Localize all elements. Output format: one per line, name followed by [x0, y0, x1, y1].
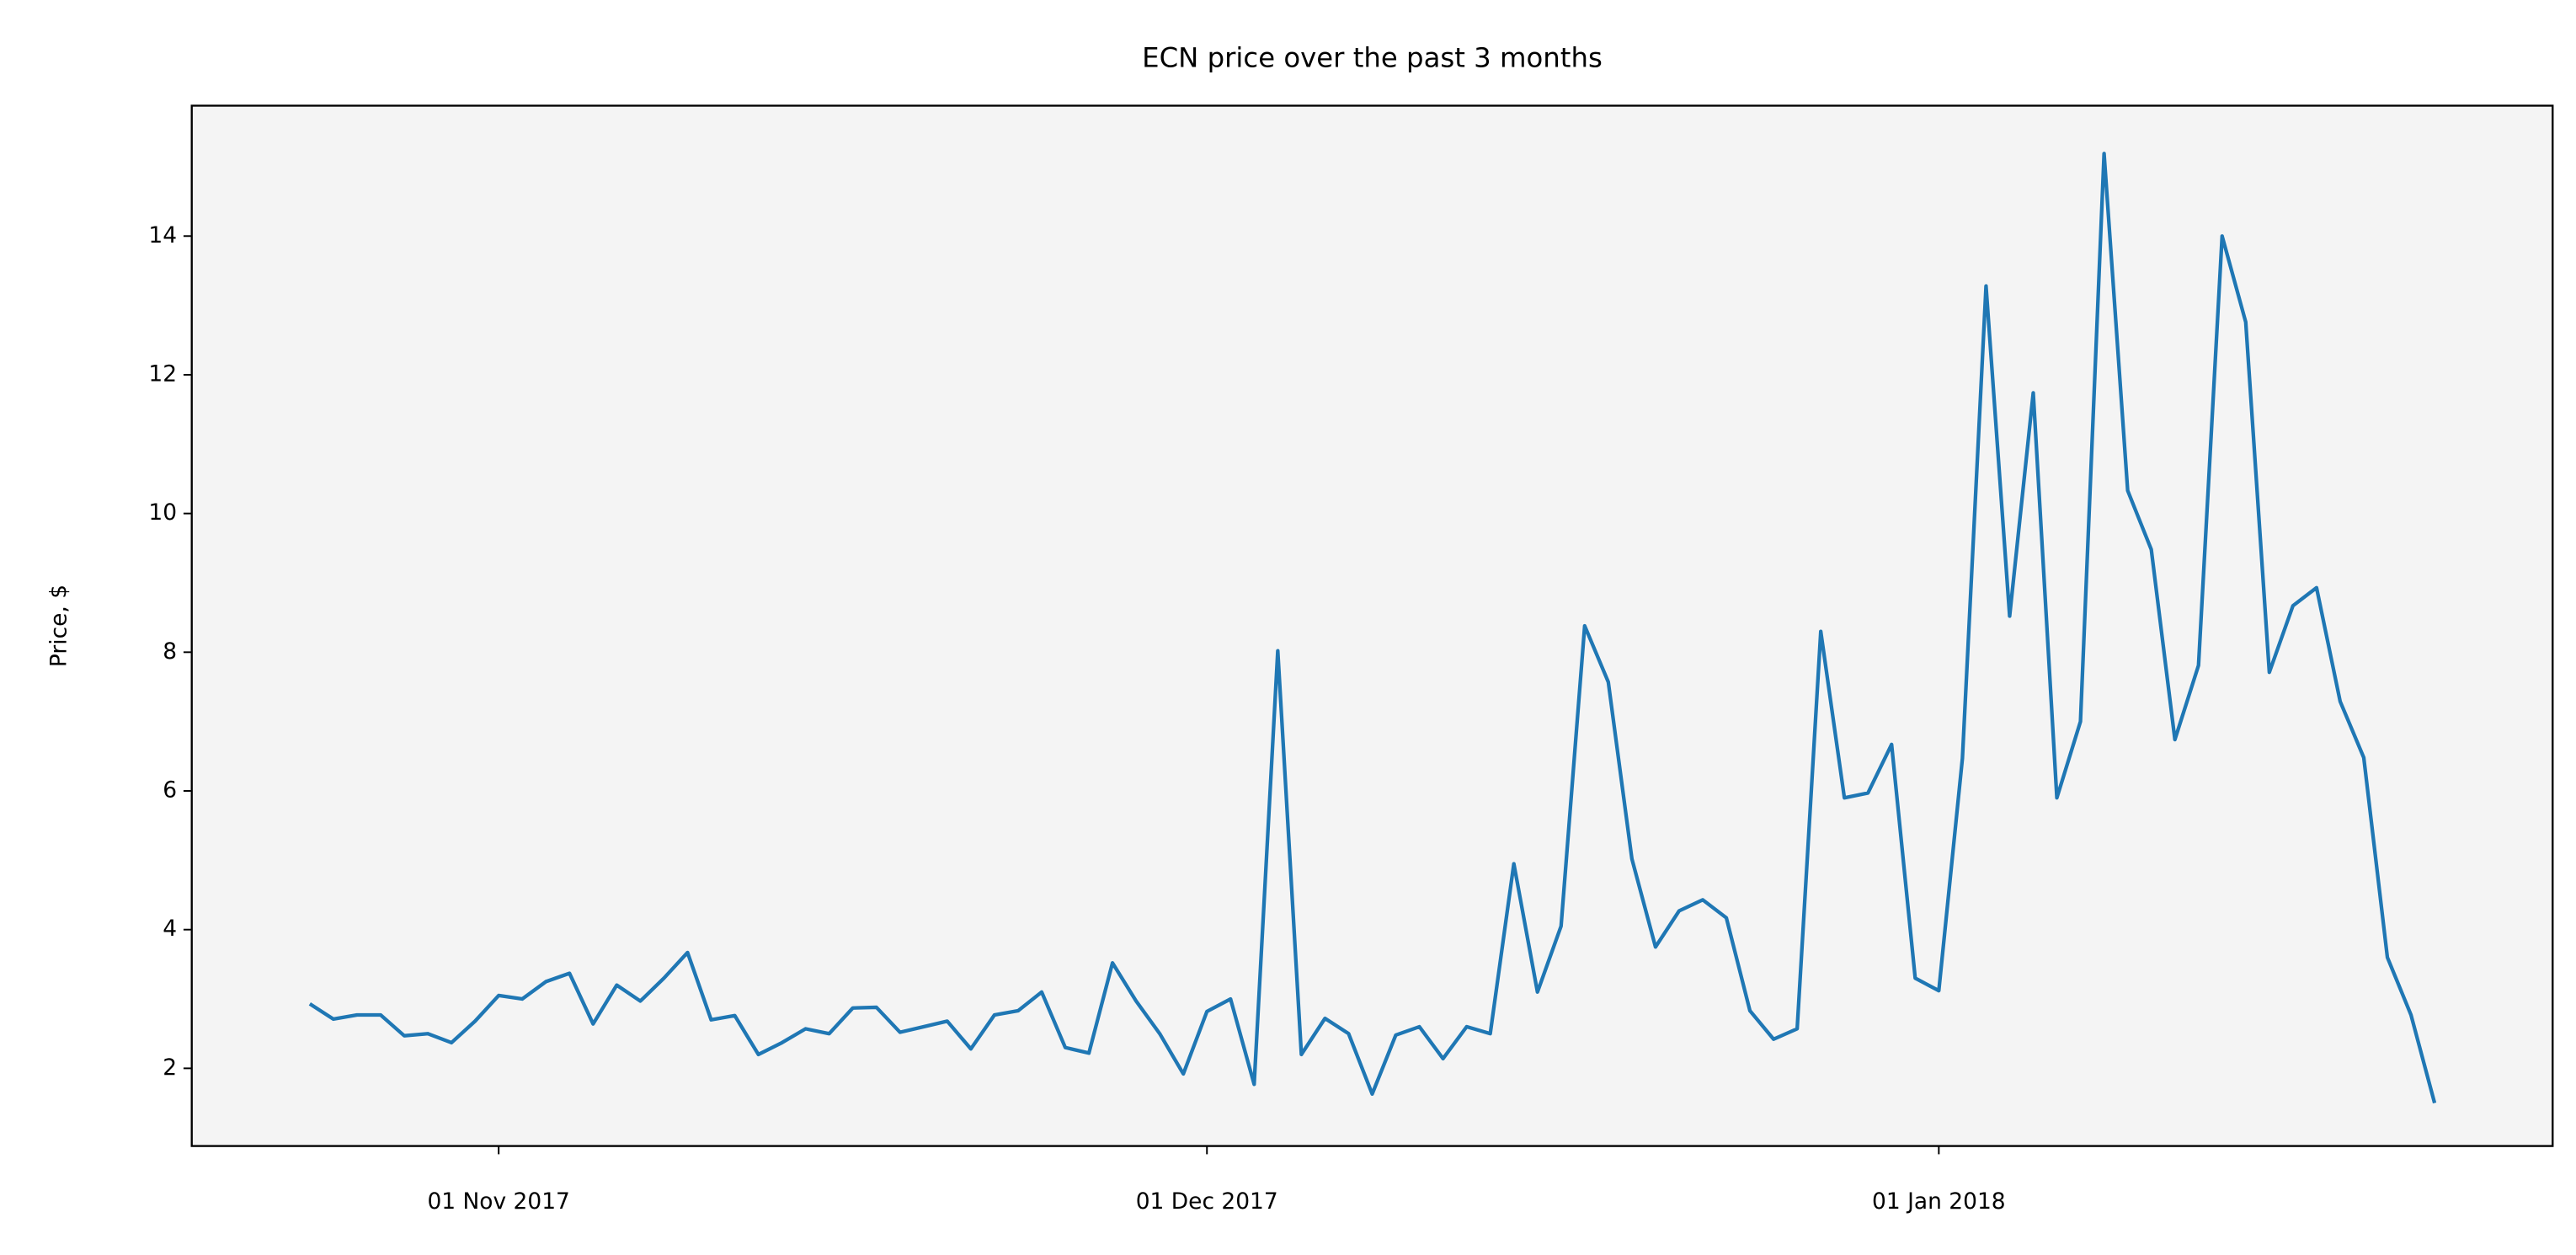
x-tick-label: 01 Dec 2017: [1136, 1188, 1278, 1215]
x-tick-label: 01 Jan 2018: [1872, 1188, 2006, 1215]
y-tick-label: 4: [163, 916, 177, 942]
y-tick-label: 2: [163, 1055, 177, 1081]
y-tick-label: 8: [163, 638, 177, 665]
y-tick-label: 10: [148, 499, 177, 526]
plot-frame: [190, 104, 2554, 1147]
y-axis-label: Price, $: [45, 585, 72, 667]
plot-area: [191, 105, 2553, 1146]
y-tick-label: 14: [148, 222, 177, 248]
y-tick-label: 12: [148, 360, 177, 387]
x-tick-label: 01 Nov 2017: [427, 1188, 569, 1215]
y-tick-label: 6: [163, 777, 177, 804]
price-line: [308, 152, 2437, 1104]
chart-title: ECN price over the past 3 months: [1142, 42, 1603, 74]
